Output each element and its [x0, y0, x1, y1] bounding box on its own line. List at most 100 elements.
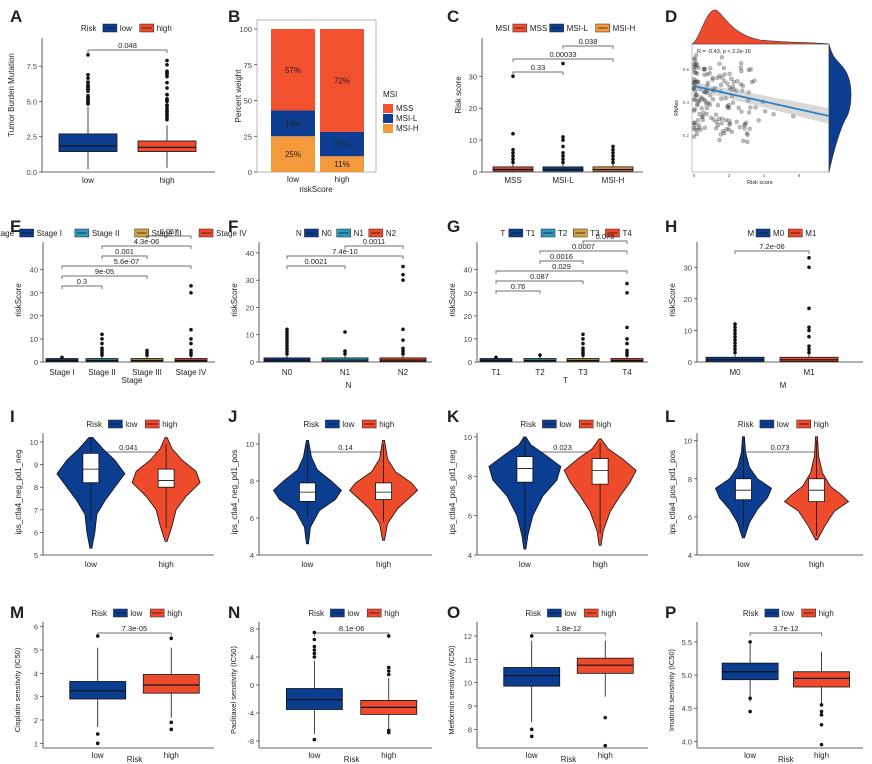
- y-tick-label: 5.5: [682, 638, 692, 647]
- scatter-point: [697, 99, 702, 104]
- outlier-point: [86, 80, 90, 84]
- scatter-point: [747, 126, 752, 132]
- x-tick-label: low: [92, 751, 104, 760]
- y-tick-label: 8: [468, 725, 472, 734]
- scatter-point: [696, 98, 701, 103]
- y-tick-label: -8: [247, 737, 254, 746]
- scatter-point: [693, 70, 698, 76]
- y-tick-label: 0: [34, 358, 38, 367]
- x-axis-label: riskScore: [299, 185, 333, 194]
- scatter-point: [708, 66, 713, 71]
- legend-entry: T2: [558, 229, 568, 238]
- outlier-point: [95, 634, 100, 638]
- scatter-point: [692, 67, 697, 72]
- legend-title: Risk: [86, 420, 103, 429]
- x-axis-label: Risk score: [747, 180, 773, 186]
- p-value: 0.76: [511, 282, 526, 291]
- y-tick-label: 10: [30, 438, 38, 447]
- outlier-point: [165, 97, 169, 101]
- stacked-bar-segment: [320, 29, 364, 132]
- y-axis-label: riskScore: [668, 283, 677, 317]
- y-tick-label: 8: [34, 483, 38, 492]
- outlier-point: [511, 151, 515, 155]
- legend-entry: low: [782, 609, 794, 618]
- outlier-point: [165, 109, 169, 114]
- scatter-point: [695, 71, 700, 76]
- legend-entry: high: [167, 609, 182, 618]
- scatter-point: [710, 75, 715, 81]
- outlier-point: [285, 349, 289, 353]
- box: [735, 478, 752, 501]
- legend-entry: T4: [622, 229, 632, 238]
- outlier-point: [748, 696, 752, 701]
- outlier-point: [401, 349, 405, 353]
- p-value: 7.3e-05: [122, 624, 147, 633]
- x-tick-label: 0: [693, 173, 696, 178]
- outlier-point: [86, 89, 90, 94]
- scatter-point: [692, 57, 698, 62]
- outlier-point: [733, 334, 737, 339]
- y-tick-label: 11: [464, 655, 472, 664]
- outlier-point: [511, 131, 515, 136]
- legend-title: Risk: [743, 609, 760, 618]
- p-value: 0.0016: [550, 252, 573, 261]
- significance-bracket: [344, 245, 404, 249]
- outlier-point: [312, 644, 317, 649]
- outlier-point: [401, 272, 405, 277]
- scatter-point: [727, 85, 732, 90]
- outlier-point: [529, 727, 534, 732]
- legend-entry: MSI-L: [396, 114, 418, 123]
- scatter-point: [692, 76, 697, 82]
- outlier-point: [529, 734, 534, 739]
- significance-bracket: [495, 290, 541, 294]
- scatter-point: [719, 116, 725, 121]
- x-tick-label: MSI-H: [602, 176, 625, 185]
- scatter-point: [711, 117, 716, 122]
- box: [591, 458, 609, 485]
- y-axis-label: Metformin senstivity (IC50): [447, 645, 456, 735]
- scatter-point: [696, 122, 701, 128]
- outlier-point: [95, 741, 100, 746]
- scatter-point: [717, 73, 722, 79]
- legend-entry: N0: [321, 229, 332, 238]
- scatter-point: [698, 127, 703, 132]
- box: [82, 452, 100, 484]
- scatter-point: [731, 79, 736, 85]
- scatter-point: [722, 131, 727, 136]
- scatter-point: [693, 92, 698, 98]
- y-tick-label: 50: [244, 97, 252, 106]
- x-tick-label: Stage I: [49, 368, 74, 377]
- outlier-point: [511, 74, 515, 79]
- outlier-point: [529, 634, 534, 638]
- outlier-point: [807, 344, 811, 349]
- scatter-point: [730, 84, 736, 89]
- outlier-point: [511, 154, 515, 158]
- outlier-point: [581, 346, 585, 350]
- scatter-point: [715, 75, 720, 81]
- scatter-point: [726, 105, 732, 111]
- p-value: 0.048: [118, 41, 137, 50]
- scatter-point: [704, 90, 709, 96]
- scatter-point: [741, 138, 746, 144]
- x-tick-label: high: [809, 560, 824, 569]
- x-tick-label: high: [598, 751, 613, 760]
- scatter-point: [717, 61, 722, 66]
- scatter-point: [694, 60, 699, 66]
- y-tick-label: 7.5: [27, 62, 37, 71]
- box: [516, 456, 534, 483]
- outlier-point: [819, 742, 824, 747]
- outlier-point: [386, 634, 391, 638]
- y-tick-label: 30: [30, 289, 38, 298]
- legend-title: T: [500, 229, 505, 238]
- y-tick-label: 10: [684, 326, 692, 335]
- scatter-point: [695, 102, 700, 108]
- outlier-point: [312, 655, 317, 659]
- scatter-point: [698, 95, 703, 100]
- outlier-point: [312, 630, 317, 635]
- y-tick-label: 100: [239, 25, 252, 34]
- y-tick-label: 20: [246, 303, 254, 312]
- outlier-point: [511, 147, 515, 152]
- scatter-point: [702, 89, 708, 95]
- scatter-point: [694, 92, 699, 97]
- box: [157, 468, 175, 488]
